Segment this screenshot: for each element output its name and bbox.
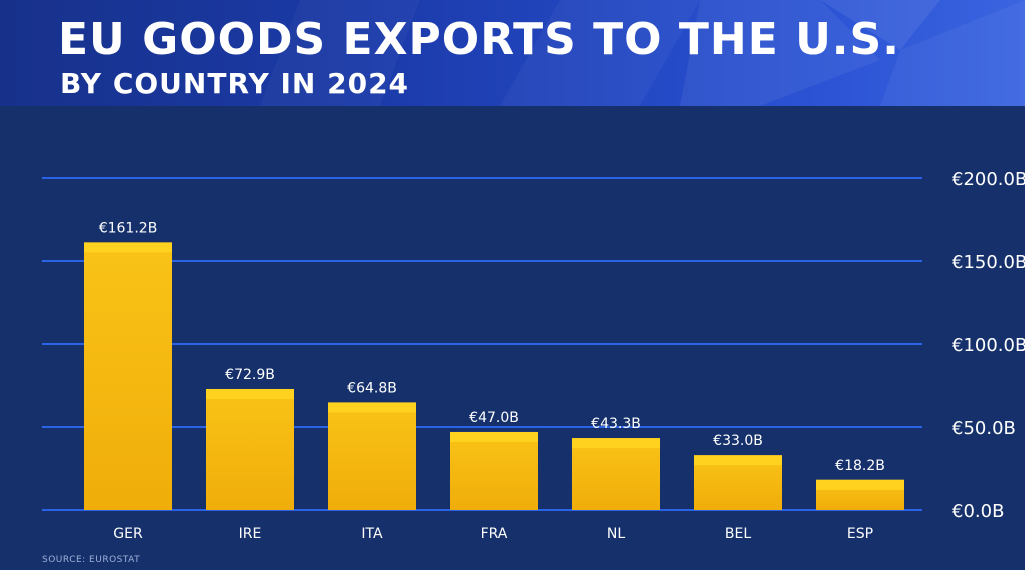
bar-ire — [206, 388, 294, 510]
data-label: €72.9B — [225, 367, 275, 383]
bar-fra — [450, 431, 538, 510]
bar-cap-ger — [84, 242, 172, 253]
chart-title: EU GOODS EXPORTS TO THE U.S. — [58, 14, 900, 65]
bar-cap-nl — [572, 438, 660, 449]
bar-ita — [328, 402, 416, 510]
bar-cap-fra — [450, 431, 538, 442]
x-tick-label: IRE — [239, 526, 262, 542]
x-tick-label: ITA — [361, 526, 383, 542]
y-tick-label: €150.0B — [952, 252, 1025, 273]
chart-subtitle: BY COUNTRY IN 2024 — [60, 67, 410, 100]
bars — [84, 242, 904, 510]
y-tick-label: €200.0B — [952, 169, 1025, 190]
x-axis-ticks: GER IRE ITA FRA NL BEL ESP — [113, 526, 873, 542]
bar-ger — [84, 242, 172, 510]
header-background-pattern — [500, 0, 1025, 106]
y-tick-label: €100.0B — [952, 335, 1025, 356]
header-banner: EU GOODS EXPORTS TO THE U.S. BY COUNTRY … — [0, 0, 1025, 106]
x-tick-label: FRA — [481, 526, 508, 542]
bar-cap-esp — [816, 479, 904, 490]
data-label: €161.2B — [99, 220, 158, 236]
data-label: €33.0B — [713, 433, 763, 449]
data-labels: €161.2B €72.9B €64.8B €47.0B €43.3B €33.0B €18… — [99, 220, 885, 473]
x-tick-label: GER — [113, 526, 143, 542]
y-axis-ticks: €0.0B €50.0B €100.0B €150.0B €200.0B — [952, 169, 1025, 522]
bar-cap-bel — [694, 455, 782, 466]
x-tick-label: ESP — [847, 526, 873, 542]
y-tick-label: €50.0B — [952, 418, 1016, 439]
x-tick-label: BEL — [725, 526, 751, 542]
y-tick-label: €0.0B — [952, 501, 1004, 522]
data-label: €47.0B — [469, 410, 519, 426]
bar-cap-ita — [328, 402, 416, 413]
bar-nl — [572, 438, 660, 510]
source-note: SOURCE: EUROSTAT — [42, 555, 141, 565]
x-tick-label: NL — [607, 526, 625, 542]
bar-cap-ire — [206, 388, 294, 399]
data-label: €43.3B — [591, 416, 641, 432]
data-label: €18.2B — [835, 458, 885, 474]
data-label: €64.8B — [347, 380, 397, 396]
